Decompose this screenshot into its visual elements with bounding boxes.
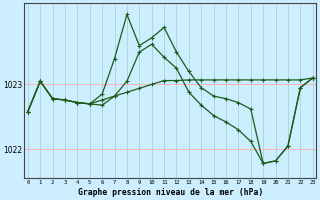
X-axis label: Graphe pression niveau de la mer (hPa): Graphe pression niveau de la mer (hPa) bbox=[78, 188, 263, 197]
